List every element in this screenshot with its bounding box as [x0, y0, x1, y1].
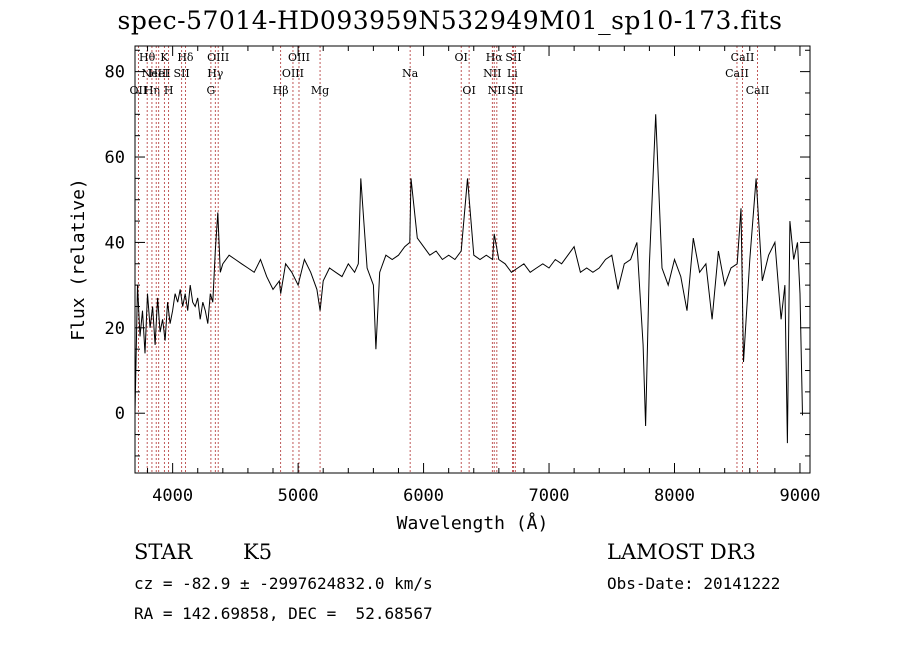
- object-subclass: K5: [243, 540, 273, 564]
- marker-label-23: SII: [505, 51, 521, 64]
- marker-label-25: CaII: [725, 67, 749, 80]
- marker-label-16: Na: [402, 67, 419, 80]
- marker-label-9: G: [207, 84, 216, 97]
- x-tick-label-8000: 8000: [654, 486, 695, 506]
- marker-label-15: Mg: [311, 84, 329, 97]
- redshift-line: cz = -82.9 ± -2997624832.0 km/s: [134, 574, 433, 593]
- marker-label-7: SII: [174, 67, 190, 80]
- object-class: STAR: [134, 540, 193, 564]
- marker-label-13: OIII: [282, 67, 304, 80]
- x-tick-label-4000: 4000: [152, 486, 193, 506]
- marker-label-5: K: [160, 51, 169, 64]
- chart-title: spec-57014-HD093959N532949M01_sp10-173.f…: [117, 6, 783, 35]
- x-tick-label-7000: 7000: [529, 486, 570, 506]
- marker-label-26: CaII: [731, 51, 755, 64]
- marker-label-12: Hβ: [273, 84, 289, 97]
- marker-label-1: Hθ: [139, 51, 156, 64]
- y-tick-label-0: 0: [115, 404, 125, 424]
- marker-label-22: Li: [507, 67, 518, 80]
- marker-label-27: CaII: [746, 84, 770, 97]
- y-tick-label-60: 60: [105, 148, 125, 168]
- marker-label-14: OIII: [288, 51, 310, 64]
- marker-label-19: NII: [483, 67, 501, 80]
- x-tick-label-5000: 5000: [278, 486, 319, 506]
- spectrum-line: [134, 114, 803, 444]
- marker-label-20: Hα: [486, 51, 504, 64]
- x-tick-label-6000: 6000: [403, 486, 444, 506]
- plot-frame: [134, 45, 811, 474]
- x-axis-label: Wavelength (Å): [397, 512, 549, 534]
- marker-label-8: Hδ: [177, 51, 194, 64]
- marker-label-24: SII: [507, 84, 523, 97]
- marker-label-0: OII: [130, 84, 148, 97]
- x-tick-label-9000: 9000: [779, 486, 820, 506]
- marker-label-2: Hη: [144, 84, 160, 97]
- survey-name: LAMOST DR3: [607, 540, 756, 564]
- y-axis-label: Flux (relative): [68, 178, 89, 341]
- obs-date: Obs-Date: 20141222: [607, 574, 781, 593]
- marker-label-21: NII: [488, 84, 506, 97]
- y-tick-label-20: 20: [105, 319, 125, 339]
- marker-label-4: HeI: [148, 67, 168, 80]
- y-tick-label-40: 40: [105, 233, 125, 253]
- marker-label-6: H: [164, 84, 174, 97]
- marker-label-11: OIII: [207, 51, 229, 64]
- marker-label-3: NeIII: [142, 67, 171, 80]
- marker-label-18: OI: [462, 84, 475, 97]
- y-tick-label-80: 80: [105, 63, 125, 83]
- line-markers: OIIHθHηNeIIIHeIKHSIIHδGHγOIIIHβOIIIOIIIM…: [130, 46, 770, 473]
- marker-label-10: Hγ: [207, 67, 224, 80]
- ra-dec: RA = 142.69858, DEC = 52.68567: [134, 604, 433, 623]
- axis-ticks: 4000 5000 6000 7000 8000 9000 0 20 40 60 80: [105, 46, 820, 506]
- marker-label-17: OI: [455, 51, 468, 64]
